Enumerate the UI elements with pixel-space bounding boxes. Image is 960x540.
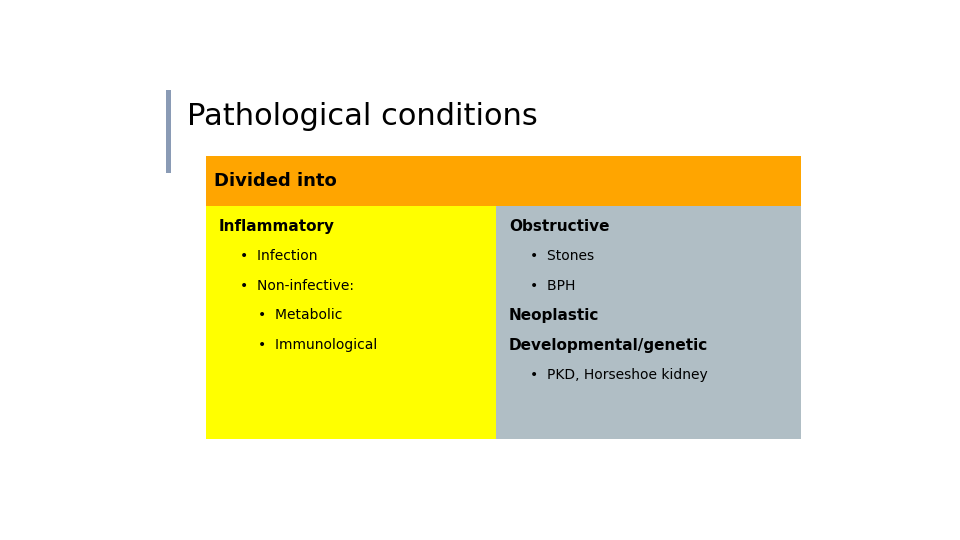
Text: •  Immunological: • Immunological: [257, 339, 377, 353]
Text: •  Stones: • Stones: [530, 248, 594, 262]
FancyBboxPatch shape: [205, 156, 801, 206]
Text: •  BPH: • BPH: [530, 279, 575, 293]
Text: •  Metabolic: • Metabolic: [257, 308, 342, 322]
Text: Developmental/genetic: Developmental/genetic: [509, 339, 708, 353]
Text: •  Non-infective:: • Non-infective:: [240, 279, 354, 293]
FancyBboxPatch shape: [205, 206, 495, 439]
Text: Pathological conditions: Pathological conditions: [187, 102, 538, 131]
Text: •  PKD, Horseshoe kidney: • PKD, Horseshoe kidney: [530, 368, 708, 382]
Text: Neoplastic: Neoplastic: [509, 308, 599, 323]
Text: Divided into: Divided into: [214, 172, 337, 190]
Text: Inflammatory: Inflammatory: [219, 219, 335, 234]
FancyBboxPatch shape: [495, 206, 801, 439]
FancyBboxPatch shape: [166, 90, 171, 173]
Text: •  Infection: • Infection: [240, 248, 318, 262]
Text: Obstructive: Obstructive: [509, 219, 610, 234]
